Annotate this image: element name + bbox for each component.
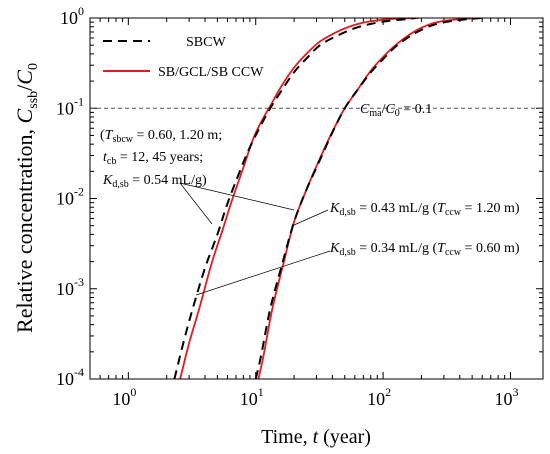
- leader-k43: [293, 209, 329, 226]
- series-group: [173, 18, 483, 379]
- axis-ticks: [89, 17, 543, 380]
- leader-params-left: [179, 182, 213, 225]
- series-line-sbcw-2: [254, 18, 483, 379]
- annotation-params-line1: (Tsbcw = 0.60, 1.20 m;: [100, 128, 222, 145]
- x-axis-label: Time, t (year): [261, 426, 371, 448]
- legend: SBCW SB/GCL/SB CCW: [103, 35, 264, 80]
- leader-k34: [195, 250, 331, 296]
- y-tick-label-4: 100: [60, 4, 84, 28]
- reference-line-label: Cma/C0 = 0.1: [360, 102, 432, 119]
- annotation-k43: Kd,sb = 0.43 mL/g (Tccw = 1.20 m): [329, 201, 520, 218]
- y-tick-label-0: 10-4: [56, 365, 84, 389]
- y-tick-label-3: 10-1: [56, 94, 84, 118]
- x-tick-label-0: 100: [112, 385, 136, 409]
- y-tick-label-2: 10-2: [56, 185, 84, 209]
- leader-params-right: [179, 182, 295, 211]
- annotation-k34: Kd,sb = 0.34 mL/g (Tccw = 0.60 m): [329, 241, 520, 258]
- annotation-params-line2: tcb = 12, 45 years;: [103, 150, 203, 167]
- legend-label-sbcw: SBCW: [186, 35, 226, 50]
- y-axis-label: Relative concentration, Cssb/C0: [12, 63, 41, 333]
- series-line-sbcw-0: [173, 18, 416, 379]
- x-tick-label-3: 103: [494, 385, 518, 409]
- x-tick-label-2: 102: [367, 385, 391, 409]
- series-line-ccw-1: [179, 18, 419, 379]
- x-tick-label-1: 101: [240, 385, 264, 409]
- legend-label-ccw: SB/GCL/SB CCW: [158, 65, 264, 80]
- y-tick-label-1: 10-3: [56, 275, 84, 299]
- plot-frame: [89, 17, 544, 380]
- annotation-params-line3: Kd,sb = 0.54 mL/g): [102, 173, 207, 190]
- axis-tick-labels: 100 101 102 103 10-4 10-3 10-2 10-1 100: [56, 4, 518, 409]
- annotation-leaders: [179, 182, 331, 296]
